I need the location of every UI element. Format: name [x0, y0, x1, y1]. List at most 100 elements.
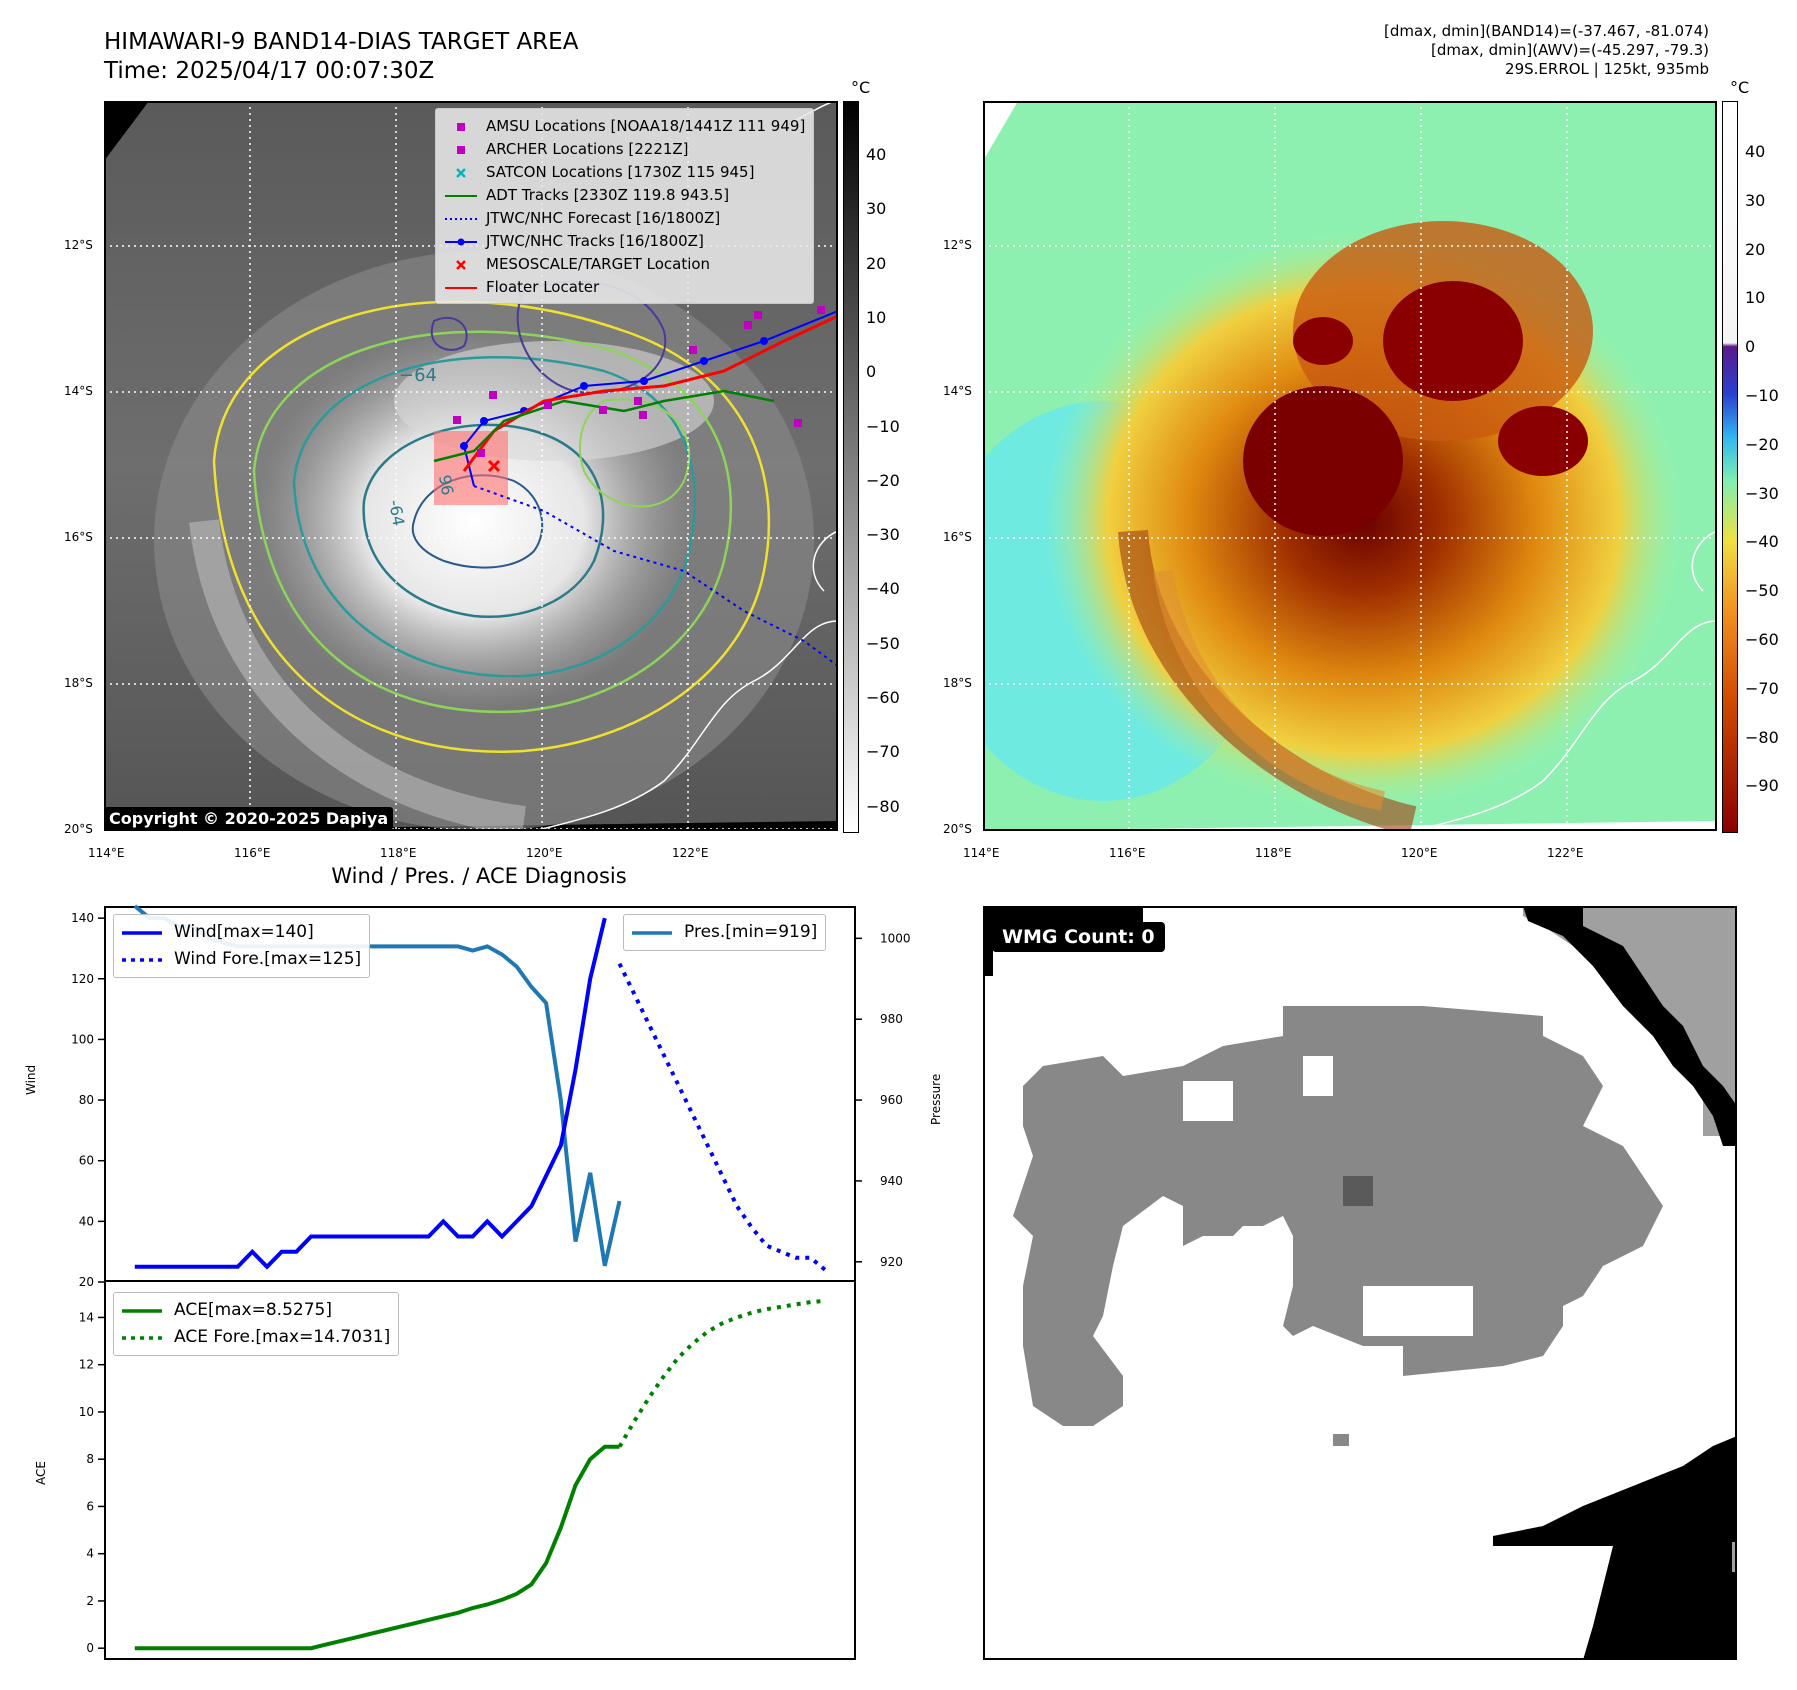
lon-label-114e: 114°E — [88, 846, 125, 860]
awv-map-gridlines — [983, 101, 1717, 831]
lon-label-120e: 120°E — [526, 846, 563, 860]
wind-axis-tick-label: 40 — [79, 1214, 94, 1228]
colorbar-right-tick: 20 — [1745, 239, 1766, 259]
colorbar-right-tick: 40 — [1745, 142, 1766, 161]
colorbar-right-tick: 0 — [1745, 337, 1756, 357]
legend-jtwc-forecast: JTWC/NHC Forecast [16/1800Z] — [445, 209, 721, 227]
colorbar-right-tick: −90 — [1745, 776, 1779, 796]
lat-label-14s: 14°S — [64, 384, 93, 398]
ace-axis-tick-label: 2 — [86, 1594, 94, 1608]
figure-title: HIMAWARI-9 BAND14-DIAS TARGET AREA — [104, 29, 579, 55]
map-legend: AMSU Locations [NOAA18/1441Z 111 949] AR… — [435, 108, 815, 304]
ace-axis-tick-label: 10 — [79, 1405, 94, 1419]
info-box: [dmax, dmin](BAND14)=(-37.467, -81.074) … — [1109, 22, 1709, 79]
pressure-axis-tick-label: 1000 — [880, 931, 911, 945]
colorbar-left-tick: 20 — [866, 253, 887, 273]
wmg-black-bottom — [1493, 1436, 1737, 1660]
wmg-count-badge: WMG Count: 0 — [992, 922, 1165, 952]
contour-label-2: -64 — [385, 498, 408, 527]
legend-adt: ADT Tracks [2330Z 119.8 943.5] — [445, 186, 730, 204]
colorbar-left-tick: −40 — [866, 579, 900, 599]
wind-axis-tick-label: 100 — [71, 1032, 94, 1046]
lat-label-12s: 12°S — [64, 238, 93, 252]
wind-forecast-line — [617, 962, 827, 1272]
colorbar-left-tick: −80 — [866, 796, 900, 816]
pressure-legend: Pres.[min=919] — [623, 914, 827, 951]
pressure-axis-label: Pressure — [929, 1073, 943, 1125]
amsu-markers — [453, 306, 825, 457]
awv-lon-label-114e: 114°E — [963, 846, 1000, 860]
info-awv: [dmax, dmin](AWV)=(-45.297, -79.3) — [1430, 41, 1709, 59]
legend-jtwc-tracks: JTWC/NHC Tracks [16/1800Z] — [444, 230, 805, 253]
legend-satcon: SATCON Locations [1730Z 115 945] — [444, 161, 805, 184]
wind-axis-tick-label: 20 — [79, 1275, 94, 1289]
colorbar-right-tick: −70 — [1745, 678, 1779, 698]
info-band14: [dmax, dmin](BAND14)=(-37.467, -81.074) — [1384, 22, 1709, 40]
wmg-grey-region — [1523, 906, 1737, 1136]
wind-axis-label: Wind — [24, 1064, 38, 1095]
wmg-dark-cell — [1343, 1176, 1373, 1206]
lat-label-18s: 18°S — [64, 676, 93, 690]
colorbar-right-tick: −30 — [1745, 483, 1779, 503]
ace-axis-tick-label: 6 — [86, 1499, 94, 1513]
wind-axis-tick-label: 120 — [71, 972, 94, 986]
colorbar-right-tick: −10 — [1745, 386, 1779, 405]
lon-label-118e: 118°E — [380, 846, 417, 860]
lon-label-116e: 116°E — [234, 846, 271, 860]
wind-line — [134, 917, 607, 1270]
colorbar-right-tick: −60 — [1745, 630, 1779, 649]
ace-axis-tick-label: 12 — [79, 1358, 94, 1372]
adt-track — [433, 389, 775, 463]
colorbar-left-tick: −70 — [866, 742, 900, 762]
ace-axis-tick-label: 14 — [79, 1310, 94, 1324]
legend-wind: Wind[max=140] — [122, 922, 314, 942]
ace-plot-frame — [104, 1280, 856, 1660]
ace-legend: ACE[max=8.5275] ACE Fore.[max=14.7031] — [113, 1292, 400, 1356]
colorbar-left-tick: 0 — [866, 362, 877, 382]
lat-label-20s: 20°S — [64, 822, 93, 836]
awv-lat-label-14s: 14°S — [943, 384, 972, 398]
colorbar-right-tick: 10 — [1745, 288, 1766, 308]
legend-floater: Floater Locater — [445, 278, 600, 296]
colorbar-left-tick: 40 — [866, 145, 887, 164]
colorbar-right-tick: −40 — [1745, 532, 1779, 552]
legend-archer: ARCHER Locations [2221Z] — [444, 138, 805, 161]
pressure-axis-tick-label: 980 — [880, 1012, 903, 1026]
awv-lon-label-120e: 120°E — [1401, 846, 1438, 860]
ace-axis-label: ACE — [34, 1461, 48, 1485]
wind-axis-tick-label: 80 — [79, 1093, 94, 1107]
wmg-black-edge — [1523, 906, 1737, 1146]
colorbar-left-tick: −60 — [866, 688, 900, 707]
awv-lat-label-20s: 20°S — [943, 822, 972, 836]
ace-forecast-line — [617, 1298, 826, 1448]
ace-axis-tick-label: 8 — [86, 1452, 94, 1466]
pressure-axis-tick-label: 920 — [880, 1255, 903, 1269]
awv-lon-label-118e: 118°E — [1255, 846, 1292, 860]
wind-legend: Wind[max=140] Wind Fore.[max=125] — [113, 914, 371, 978]
legend-amsu: AMSU Locations [NOAA18/1441Z 111 949] — [444, 115, 805, 138]
awv-lat-label-18s: 18°S — [943, 676, 972, 690]
awv-map-panel — [983, 101, 1717, 831]
figure-time: Time: 2025/04/17 00:07:30Z — [104, 58, 435, 84]
wind-axis-tick-label: 140 — [71, 911, 94, 925]
colorbar-left-unit: °C — [851, 78, 871, 97]
colorbar-right — [1722, 101, 1738, 833]
lat-label-16s: 16°S — [64, 530, 93, 544]
colorbar-left-tick: −50 — [866, 633, 900, 653]
jtwc-forecast-track — [473, 485, 838, 667]
contour-label-1: −64 — [399, 365, 437, 386]
colorbar-left-tick: −30 — [866, 525, 900, 545]
legend-pressure: Pres.[min=919] — [632, 922, 818, 942]
colorbar-right-tick: −80 — [1745, 727, 1779, 747]
colorbar-right-tick: −50 — [1745, 581, 1779, 601]
legend-ace-forecast: ACE Fore.[max=14.7031] — [122, 1327, 391, 1347]
awv-lat-label-16s: 16°S — [943, 530, 972, 544]
info-storm: 29S.ERROL | 125kt, 935mb — [1505, 60, 1709, 78]
legend-mesoscale: MESOSCALE/TARGET Location — [444, 253, 805, 276]
awv-lon-label-122e: 122°E — [1547, 846, 1584, 860]
copyright-badge: Copyright © 2020-2025 Dapiya — [104, 807, 394, 830]
colorbar-right-tick: −20 — [1745, 434, 1779, 454]
awv-lat-label-12s: 12°S — [943, 238, 972, 252]
colorbar-left — [843, 101, 859, 833]
